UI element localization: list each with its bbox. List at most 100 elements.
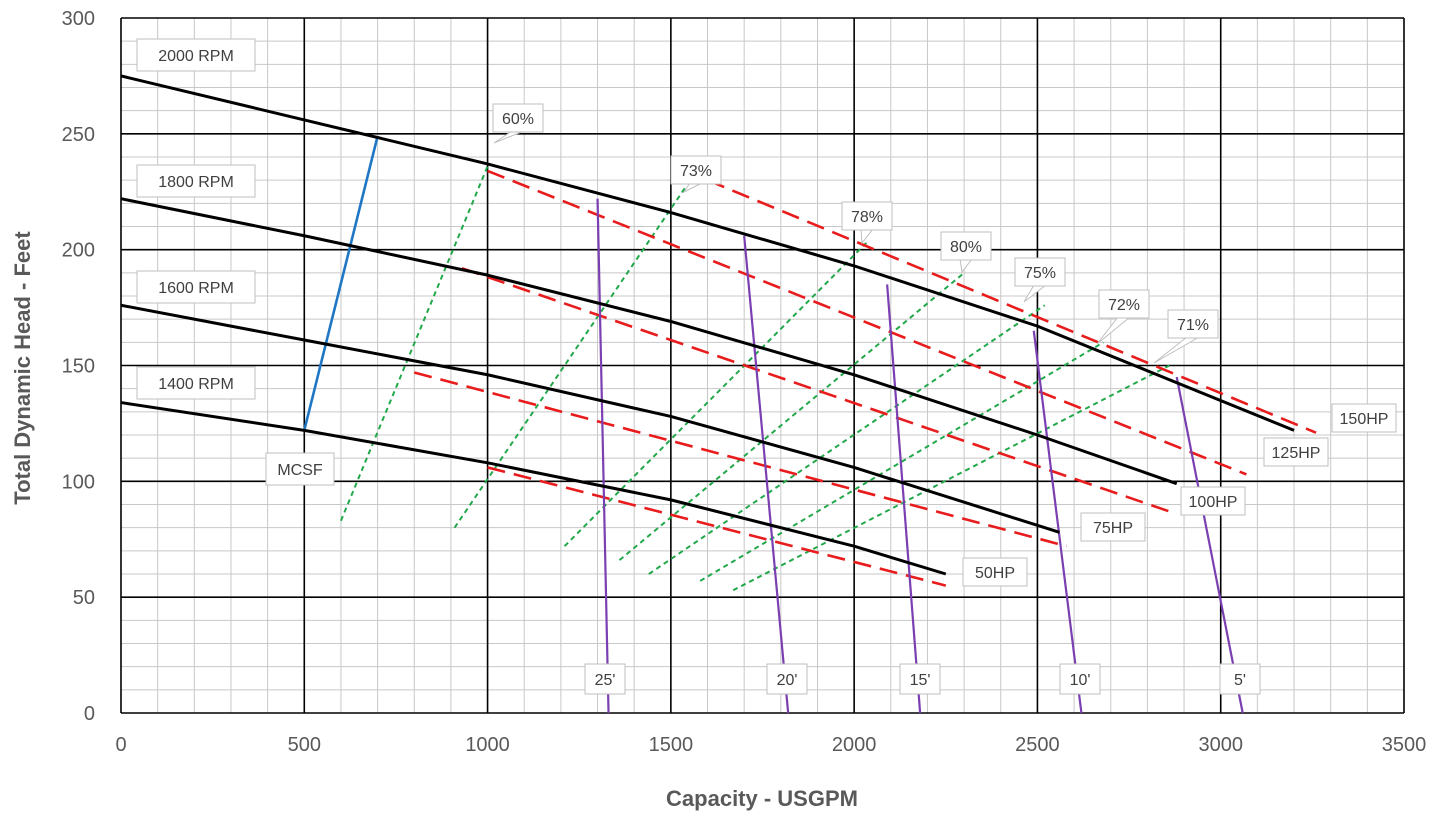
horsepower-label-text: 100HP [1189,494,1238,511]
callout-labels: 2000 RPM 1800 RPM 1600 RPM 1400 RPM 150HP 125… [136,38,1397,695]
efficiency-label: 60% [492,103,544,144]
rpm-label-box [136,270,256,304]
mcsf-label-box [265,452,335,486]
efficiency-label-box [1098,289,1150,319]
y-axis-title: Total Dynamic Head - Feet [10,231,35,505]
mcsf-label: MCSF [265,452,335,486]
npsh-label-text: 5' [1234,672,1246,689]
efficiency-label-text: 75% [1024,265,1056,282]
efficiency-label-box [841,201,893,231]
horsepower-label: 125HP [1263,437,1329,467]
efficiency-label: 71% [1153,309,1219,364]
efficiency-label-box [1167,309,1219,339]
npsh-line [886,284,922,714]
rpm-curve [120,74,1295,432]
rpm-label-box [136,366,256,400]
horsepower-label-text: 125HP [1272,445,1321,462]
x-tick-label: 500 [288,734,321,756]
efficiency-line [732,364,1170,592]
horsepower-label: 150HP [1331,403,1397,433]
rpm-label-text: 1600 RPM [158,280,234,297]
efficiency-line [453,186,687,529]
rpm-curve [120,401,947,576]
horsepower-line [487,466,947,587]
horsepower-line [487,169,1247,476]
horsepower-label-text: 75HP [1093,520,1133,537]
npsh-label: 20' [766,663,808,695]
rpm-label-text: 1400 RPM [158,376,234,393]
horsepower-label-box [962,557,1028,587]
horsepower-line [413,371,1068,548]
efficiency-label-text: 73% [680,163,712,180]
efficiency-label-text: 72% [1108,297,1140,314]
efficiency-label: 75% [1014,257,1066,303]
efficiency-label-pointer [1023,284,1048,303]
x-tick-label: 2000 [832,734,877,756]
mcsf-label-text: MCSF [277,462,323,479]
efficiency-label: 78% [841,201,893,245]
horsepower-label: 50HP [962,557,1028,587]
npsh-label: 25' [584,663,626,695]
x-tick-label: 3500 [1382,734,1427,756]
y-tick-label: 50 [73,587,95,609]
npsh-label-text: 25' [595,672,616,689]
y-tick-label: 100 [62,471,95,493]
rpm-label-text: 2000 RPM [158,48,234,65]
rpm-label-box [136,164,256,198]
rpm-label: 1800 RPM [136,164,256,198]
x-tick-label: 0 [115,734,126,756]
y-tick-label: 300 [62,8,95,30]
efficiency-line [340,165,489,522]
npsh-label: 10' [1059,663,1101,695]
y-tick-label: 250 [62,124,95,146]
npsh-label-box [899,663,941,695]
npsh-label-box [1219,663,1261,695]
efficiency-label: 80% [940,231,992,274]
efficiency-line [648,304,1046,575]
npsh-lines [596,198,1244,714]
horsepower-label-text: 50HP [975,565,1015,582]
rpm-label: 2000 RPM [136,38,256,72]
x-tick-labels: 0 500 1000 1500 2000 2500 3000 3500 [115,734,1426,756]
efficiency-label-text: 71% [1177,317,1209,334]
efficiency-label-text: 78% [851,209,883,226]
x-tick-label: 2500 [1015,734,1060,756]
npsh-line [743,235,790,714]
x-axis-title: Capacity - USGPM [666,786,858,811]
rpm-label-text: 1800 RPM [158,174,234,191]
horsepower-label-text: 150HP [1340,411,1389,428]
efficiency-label-box [670,155,722,185]
efficiency-label-text: 80% [950,239,982,256]
npsh-label-box [584,663,626,695]
efficiency-label-pointer [860,228,875,245]
npsh-label-box [766,663,808,695]
npsh-label-text: 10' [1070,672,1091,689]
horsepower-lines [413,169,1317,587]
horsepower-label-box [1331,403,1397,433]
rpm-label-box [136,38,256,72]
efficiency-label-pointer [1096,316,1132,345]
x-tick-label: 1000 [465,734,510,756]
efficiency-label: 73% [670,155,722,194]
npsh-label: 15' [899,663,941,695]
npsh-label-text: 20' [777,672,798,689]
mcsf-line-group [303,135,379,431]
efficiency-label-text: 60% [502,111,534,128]
y-tick-labels: 0 50 100 150 200 250 300 [62,8,95,725]
efficiency-line [618,272,965,561]
npsh-label-text: 15' [910,672,931,689]
rpm-curve [120,197,1178,486]
horsepower-label: 100HP [1180,486,1246,516]
horsepower-label: 75HP [1080,512,1146,542]
horsepower-line [707,178,1317,434]
npsh-label-box [1059,663,1101,695]
rpm-label: 1600 RPM [136,270,256,304]
efficiency-label-pointer [493,130,525,144]
horsepower-line [461,266,1170,513]
x-tick-label: 1500 [649,734,694,756]
y-tick-label: 0 [84,703,95,725]
horsepower-label-box [1180,486,1246,516]
horsepower-label-box [1263,437,1329,467]
npsh-label: 5' [1219,663,1261,695]
